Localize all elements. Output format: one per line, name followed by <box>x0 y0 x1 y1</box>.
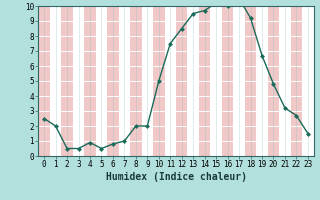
Bar <box>222 6 233 156</box>
X-axis label: Humidex (Indice chaleur): Humidex (Indice chaleur) <box>106 172 246 182</box>
Bar <box>107 6 119 156</box>
Bar <box>245 6 256 156</box>
Bar <box>119 6 130 156</box>
Bar <box>211 6 222 156</box>
Bar <box>84 6 96 156</box>
Bar <box>233 6 245 156</box>
Bar <box>153 6 164 156</box>
Bar <box>73 6 84 156</box>
Bar <box>61 6 73 156</box>
Bar <box>279 6 291 156</box>
Bar <box>142 6 153 156</box>
Bar <box>199 6 211 156</box>
Bar <box>256 6 268 156</box>
Bar <box>130 6 142 156</box>
Bar <box>291 6 302 156</box>
Bar <box>268 6 279 156</box>
Bar <box>50 6 61 156</box>
Bar <box>164 6 176 156</box>
Bar <box>38 6 50 156</box>
Bar <box>176 6 188 156</box>
Bar <box>302 6 314 156</box>
Bar <box>96 6 107 156</box>
Bar <box>188 6 199 156</box>
